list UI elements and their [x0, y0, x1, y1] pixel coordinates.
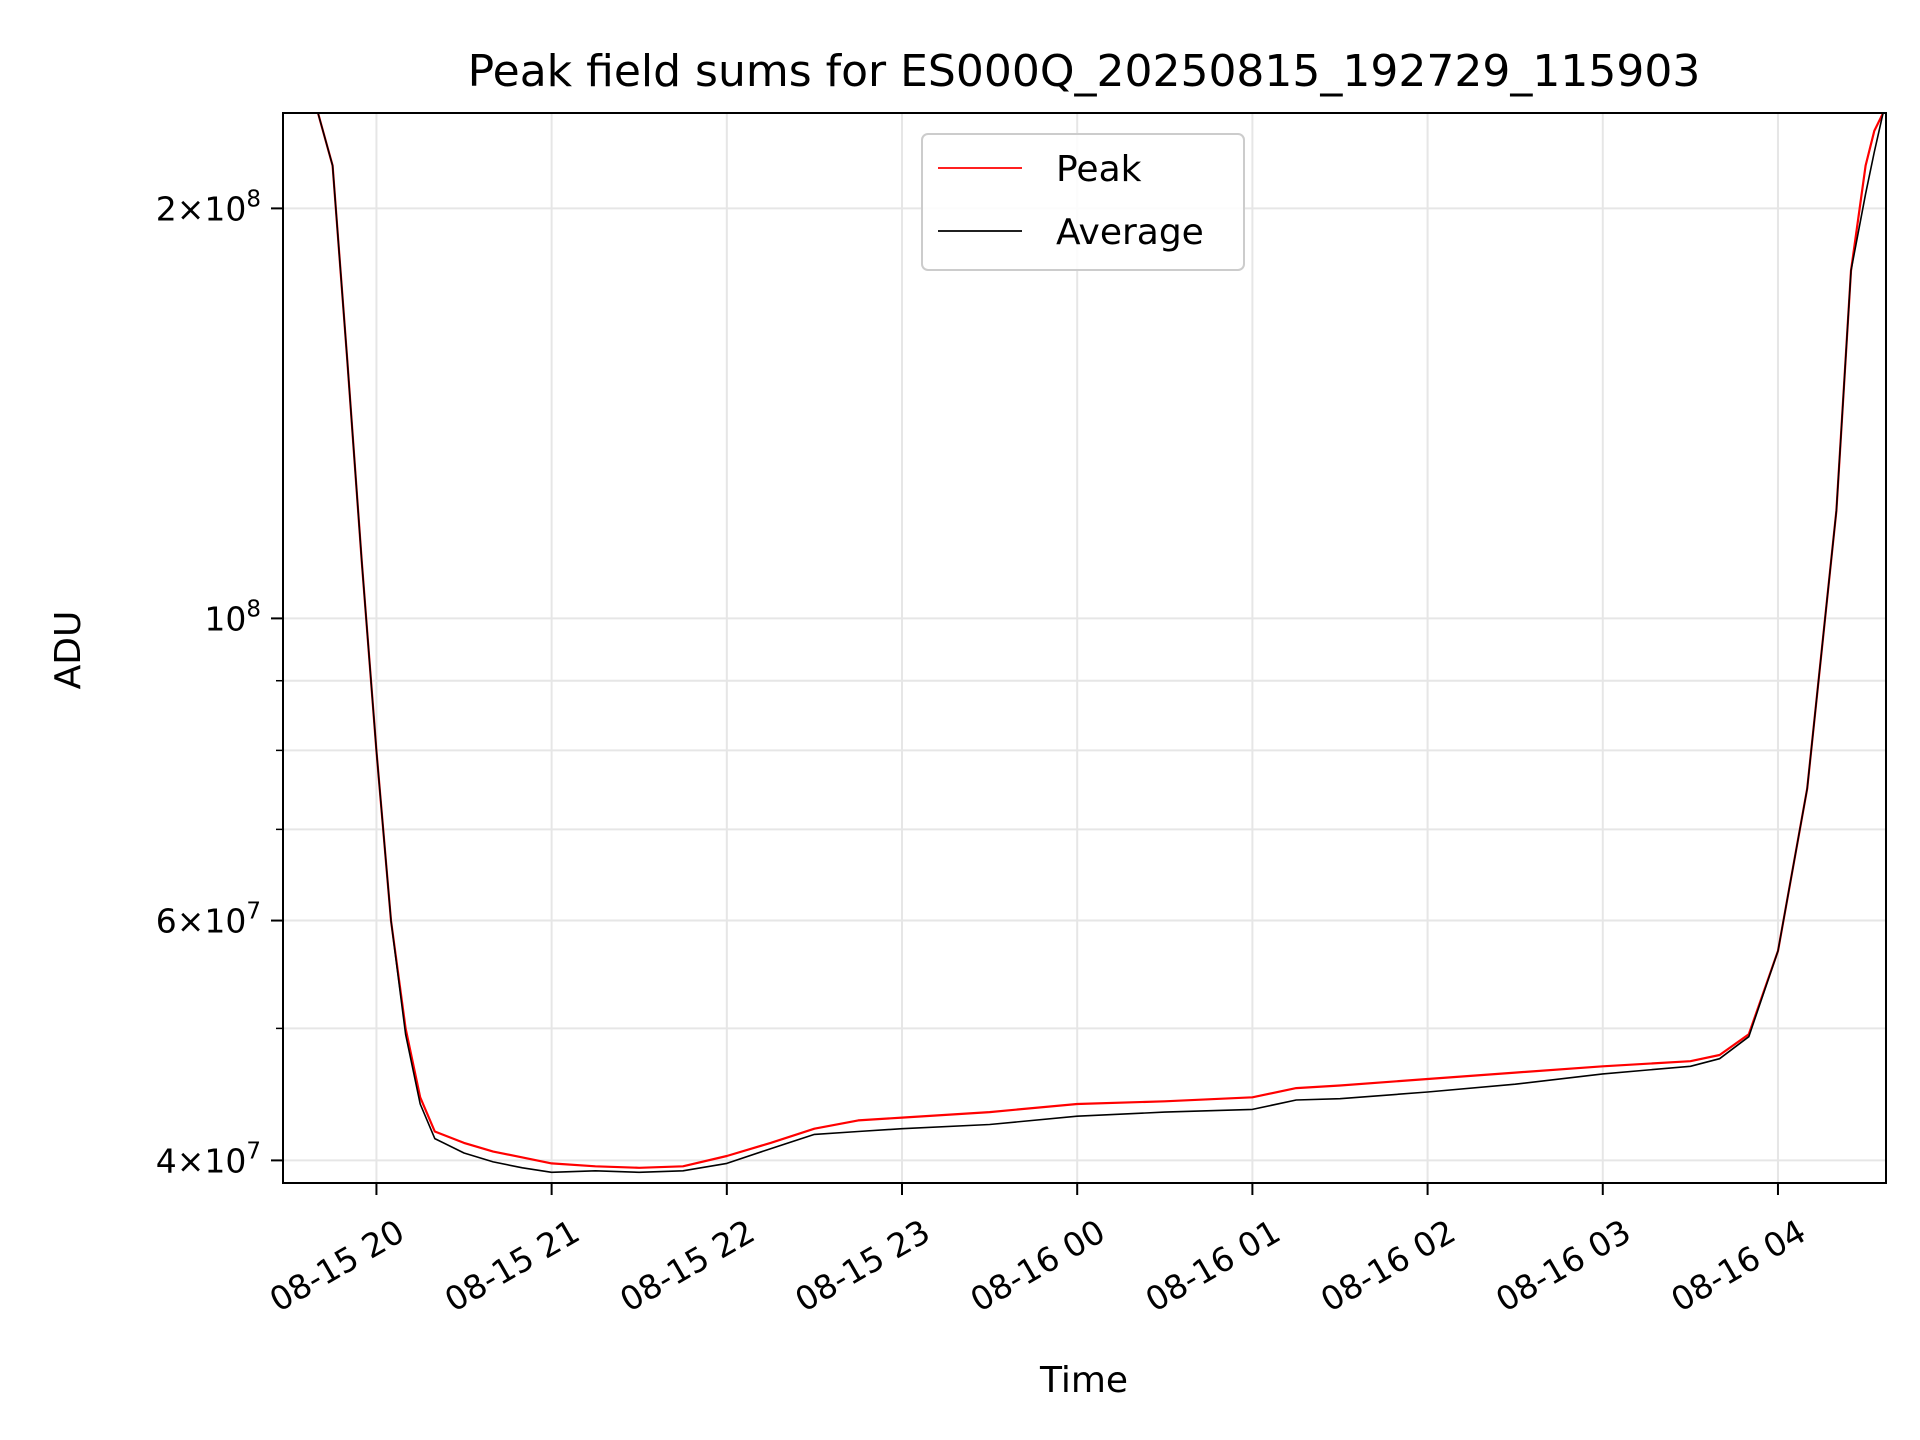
plot-frame	[282, 112, 1887, 1184]
y-tick-label: 4×107	[156, 1138, 261, 1180]
series-line-average	[317, 113, 1884, 1174]
y-axis-title: ADU	[48, 611, 89, 690]
legend-label-average: Average	[1056, 212, 1204, 253]
legend-label-peak: Peak	[1056, 149, 1142, 190]
y-axis: 4×107 6×107 108 2×108	[156, 186, 283, 1180]
chart-title: Peak field sums for ES000Q_20250815_1927…	[468, 46, 1701, 97]
series-layer	[316, 113, 1885, 1174]
legend: Peak Average	[921, 133, 1245, 271]
y-tick-label: 6×107	[156, 899, 261, 941]
x-axis-title: Time	[1039, 1360, 1128, 1401]
grid-layer	[283, 113, 1886, 1183]
y-tick-label: 2×108	[156, 186, 261, 228]
y-tick-label: 108	[204, 596, 261, 638]
